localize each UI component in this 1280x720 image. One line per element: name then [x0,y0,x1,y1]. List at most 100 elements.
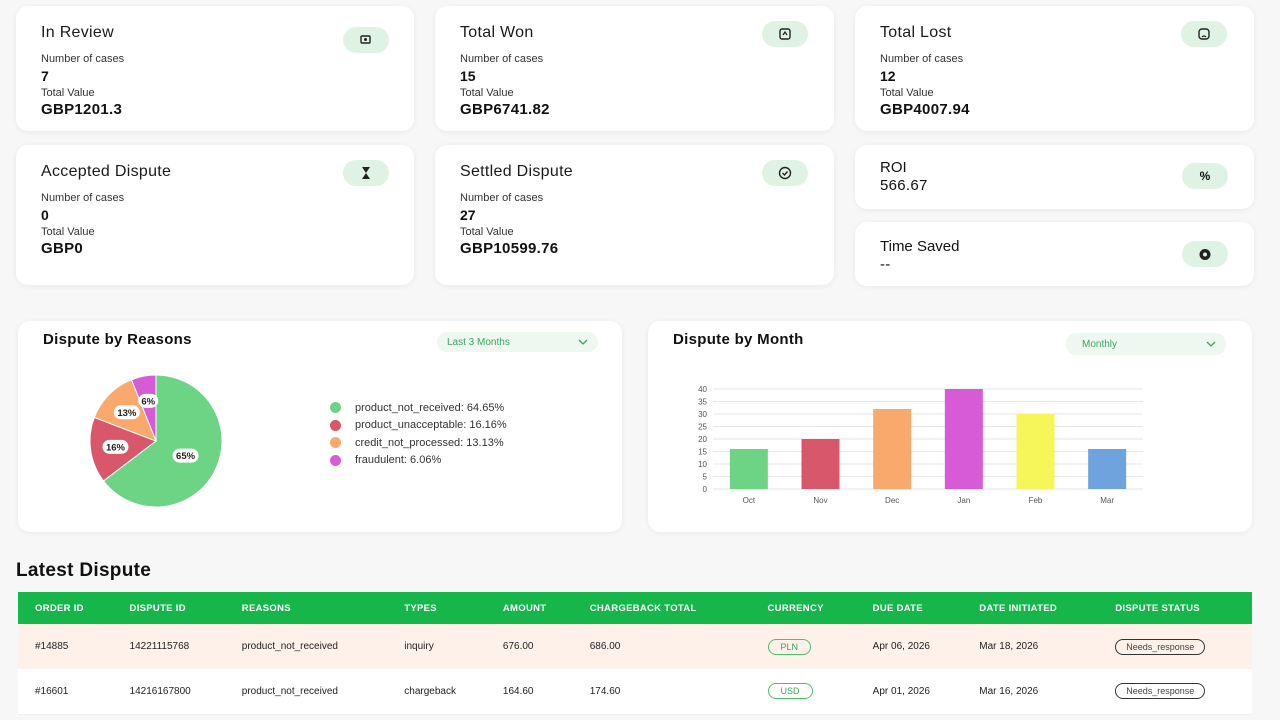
count-value: 12 [880,68,896,84]
x-tick-label: Nov [813,496,827,505]
table-row[interactable]: #14885 14221115768 product_not_received … [18,624,1252,669]
roi-title: ROI [880,159,907,176]
chevron-down-icon [1206,339,1216,350]
legend-item: product_unacceptable: 16.16% [330,417,507,435]
currency-badge: USD [767,683,813,700]
y-tick-label: 10 [698,460,707,469]
pie-chart: 65% 16% 13% 6% [89,374,223,508]
type-cell: inquiry [404,641,434,652]
panel-title: Dispute by Reasons [43,331,192,348]
currency-badge: PLN [767,638,812,655]
legend-swatch [330,454,341,466]
table-row[interactable]: #16601 14216167800 product_not_received … [18,669,1252,714]
legend-item: fraudulent: 6.06% [330,452,507,470]
col-dispute-id[interactable]: DISPUTE ID [129,602,186,614]
date-initiated-cell: Mar 18, 2026 [979,641,1039,652]
time-saved-value: -- [880,256,891,273]
dispute-id-cell: 14216167800 [129,685,191,697]
time-saved-card: Time Saved -- [855,222,1254,286]
reason-cell: product_not_received [241,685,338,697]
slice-label-bg [138,393,159,408]
slice-label-bg [102,439,129,454]
y-tick-label: 0 [703,485,708,494]
type-cell: chargeback [404,685,456,697]
slice-label: 16% [106,442,126,453]
count-label: Number of cases [880,53,964,65]
period-dropdown[interactable]: Monthly [1066,333,1226,355]
count-value: 7 [41,68,49,84]
order-id-cell: #16601 [35,685,69,697]
status-badge: Needs_response [1115,638,1206,655]
x-tick-label: Mar [1100,496,1114,505]
stat-card-accepted-dispute: Accepted Dispute Number of cases 0 Total… [16,145,414,285]
roi-value: 566.67 [880,177,928,194]
percent-icon: % [1182,163,1228,189]
col-currency[interactable]: CURRENCY [767,602,824,614]
total-value: GBP6741.82 [460,101,550,118]
dropdown-value: Last 3 Months [447,336,510,348]
value-label: Total Value [880,87,934,99]
hourglass-icon [343,160,389,186]
stat-card-settled-dispute: Settled Dispute Number of cases 27 Total… [435,145,834,285]
y-tick-label: 15 [698,448,707,457]
date-initiated-cell: Mar 16, 2026 [979,685,1039,697]
slice-label: 6% [141,396,155,407]
chevron-down-icon [578,337,588,348]
latest-dispute-title: Latest Dispute [16,560,152,581]
dispute-by-reasons-panel: Dispute by Reasons Last 3 Months 65% 16% 1… [18,321,622,532]
dispute-by-month-panel: Dispute by Month Monthly 0 5 10 15 20 25 30 35 4… [648,321,1252,532]
legend-swatch [330,437,341,449]
value-label: Total Value [460,87,514,99]
money-hand-icon [343,27,389,53]
count-value: 0 [41,207,49,223]
count-label: Number of cases [460,192,544,204]
bar-mar [1088,449,1127,489]
order-id-cell: #14885 [35,641,69,652]
col-order-id[interactable]: ORDER ID [35,602,84,614]
col-amount[interactable]: AMOUNT [502,602,547,614]
status-badge: Needs_response [1115,683,1206,700]
y-tick-label: 35 [698,398,707,407]
count-label: Number of cases [41,192,125,204]
col-due-date[interactable]: DUE DATE [872,602,923,614]
currency-cell: USD [751,669,856,714]
amount-cell: 676.00 [502,641,534,652]
slice-label: 65% [176,451,196,462]
legend-item: credit_not_processed: 13.13% [330,434,507,452]
period-dropdown[interactable]: Last 3 Months [437,332,598,352]
pie-slice-product-not-received [102,374,223,508]
total-value: GBP10599.76 [460,240,559,257]
slice-label-bg [172,448,199,463]
col-dispute-status[interactable]: DISPUTE STATUS [1115,602,1200,614]
dropdown-value: Monthly [1082,338,1118,350]
col-types[interactable]: TYPES [404,602,437,614]
stat-title: Settled Dispute [460,163,574,180]
stat-card-in-review: In Review Number of cases 7 Total Value … [16,6,414,131]
y-tick-label: 20 [698,435,707,444]
y-tick-label: 25 [698,423,707,432]
col-chargeback-total[interactable]: CHARGEBACK TOTAL [589,602,697,614]
slice-label: 13% [117,408,137,419]
count-value: 27 [460,207,476,223]
reason-cell: product_not_received [241,641,338,652]
amount-cell: 164.60 [502,685,534,697]
legend-label: credit_not_processed: 13.13% [355,436,504,449]
legend-label: fraudulent: 6.06% [355,454,442,467]
value-label: Total Value [41,87,95,99]
currency-cell: PLN [751,624,856,669]
pie-slice-fraudulent [130,374,157,442]
bar-dec [873,409,912,489]
x-tick-label: Oct [743,496,756,505]
y-tick-label: 40 [698,385,707,394]
bar-oct [729,449,768,489]
chargeback-total-cell: 686.00 [589,641,621,652]
bar-chart: 0 5 10 15 20 25 30 35 40 Oct Nov Dec Jan Feb Mar [698,385,1143,505]
due-date-cell: Apr 06, 2026 [872,641,930,652]
latest-dispute-table: ORDER ID DISPUTE ID REASONS TYPES AMOUNT… [18,592,1252,715]
check-circle-icon [762,160,808,186]
col-reasons[interactable]: REASONS [241,602,291,614]
x-tick-label: Dec [885,496,899,505]
col-date-initiated[interactable]: DATE INITIATED [979,602,1058,614]
stat-title: Total Won [460,24,534,41]
stat-title: In Review [41,24,114,41]
